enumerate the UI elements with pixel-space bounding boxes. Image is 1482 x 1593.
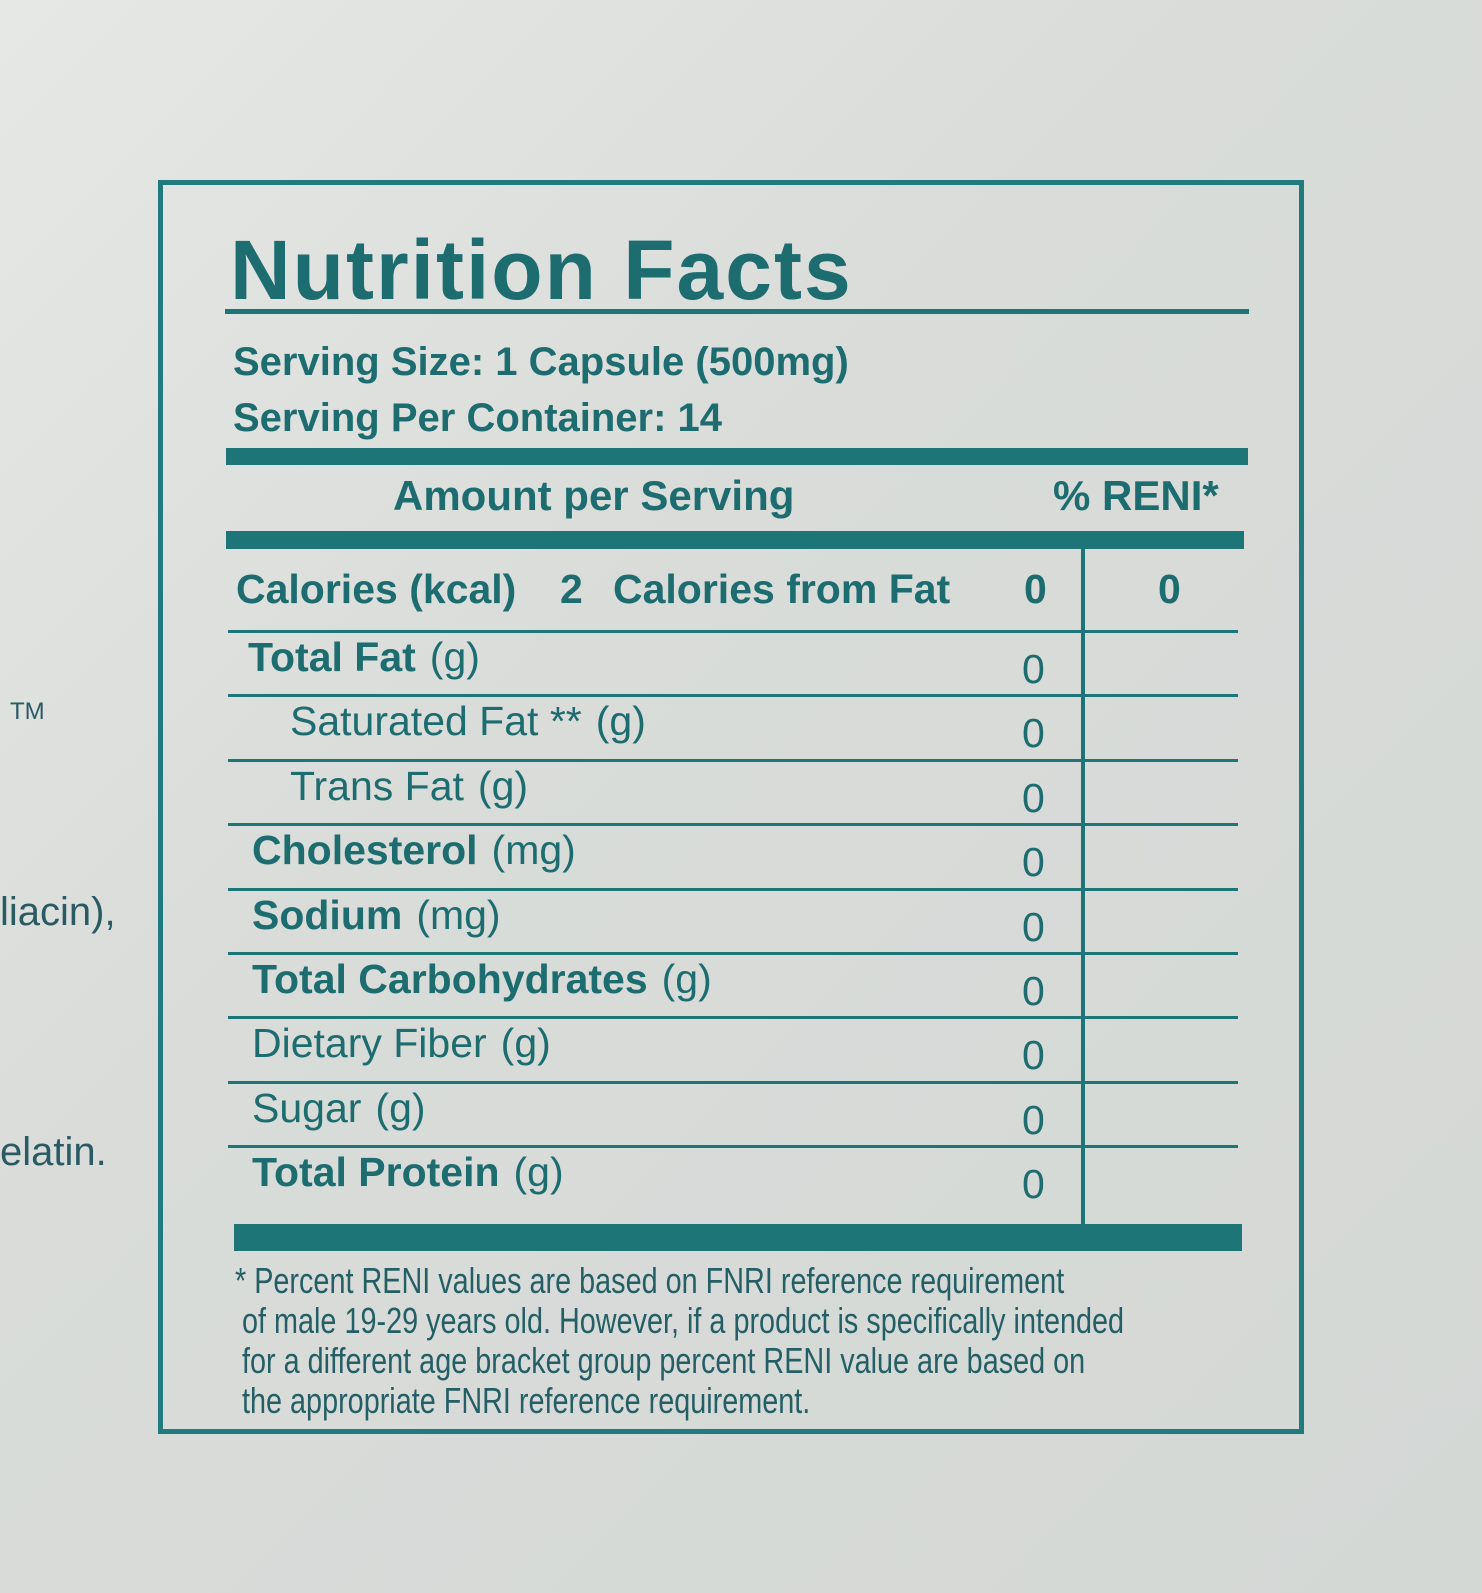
servings-per-container: Serving Per Container: 14 [233, 396, 723, 440]
rule [225, 309, 1249, 314]
footnote-line: of male 19-29 years old. However, if a p… [242, 1300, 1125, 1341]
column-divider [1081, 549, 1085, 1225]
row-rule [228, 630, 1238, 633]
nutrient-unit: (g) [429, 634, 480, 680]
row-rule [228, 1080, 1238, 1084]
nutrient-name: Trans Fat [290, 762, 464, 809]
nutrient-amount: 0 [1022, 1096, 1045, 1143]
nutrient-name: Total Fat [248, 634, 416, 680]
label-border [158, 180, 1304, 1434]
row-rule [228, 887, 1238, 891]
nutrient-amount: 0 [1022, 1032, 1045, 1079]
nutrient-name: Saturated Fat ** [290, 698, 582, 745]
nutrient-amount: 0 [1022, 903, 1045, 950]
footnote-line: for a different age bracket group percen… [242, 1340, 1086, 1381]
calories-fat-value: 0 [1024, 566, 1047, 612]
nutrient-amount: 0 [1022, 774, 1045, 821]
amount-header: Amount per Serving [393, 472, 795, 519]
row-rule [228, 1016, 1238, 1020]
row-rule [228, 952, 1238, 955]
nutrient-unit: (g) [661, 956, 712, 1002]
calories-reni: 0 [1158, 566, 1181, 612]
nutrient-unit: (g) [500, 1020, 551, 1067]
thick-rule [234, 1224, 1242, 1251]
nutrient-amount: 0 [1022, 1161, 1045, 1208]
nutrient-name: Sodium [252, 891, 403, 938]
nutrient-amount: 0 [1022, 710, 1045, 757]
footnote-line: the appropriate FNRI reference requireme… [242, 1380, 811, 1421]
nutrient-unit: (mg) [416, 891, 501, 938]
nutrient-name: Total Protein [252, 1149, 500, 1196]
side-fragment: elatin. [0, 1130, 107, 1174]
nutrient-amount: 0 [1022, 968, 1045, 1014]
row-rule [228, 823, 1238, 827]
row-rule [228, 1145, 1238, 1149]
footnote-line: * Percent RENI values are based on FNRI … [235, 1260, 1065, 1301]
thick-rule [226, 531, 1244, 549]
nutrient-unit: (g) [513, 1149, 564, 1196]
nutrient-amount: 0 [1022, 839, 1045, 886]
nutrient-unit: (g) [477, 762, 529, 809]
side-fragment: TM [10, 698, 45, 725]
nutrient-name: Dietary Fiber [252, 1020, 487, 1067]
thick-rule [226, 448, 1248, 465]
nutrient-amount: 0 [1022, 646, 1045, 692]
title: Nutrition Facts [230, 223, 853, 317]
row-rule [228, 694, 1238, 698]
row-rule [228, 758, 1238, 762]
calories-fat-label: Calories from Fat [613, 566, 951, 612]
nutrient-unit: (mg) [491, 827, 576, 874]
nutrient-name: Cholesterol [252, 827, 478, 874]
nutrient-name: Sugar [252, 1084, 362, 1131]
reni-header: % RENI* [1053, 472, 1219, 519]
calories-label: Calories (kcal) [236, 566, 517, 612]
calories-value: 2 [560, 566, 583, 612]
nutrient-unit: (g) [375, 1084, 426, 1131]
nutrient-unit: (g) [595, 698, 646, 745]
nutrient-name: Total Carbohydrates [252, 956, 648, 1002]
side-fragment: liacin), [0, 890, 116, 934]
serving-size: Serving Size: 1 Capsule (500mg) [233, 340, 849, 384]
